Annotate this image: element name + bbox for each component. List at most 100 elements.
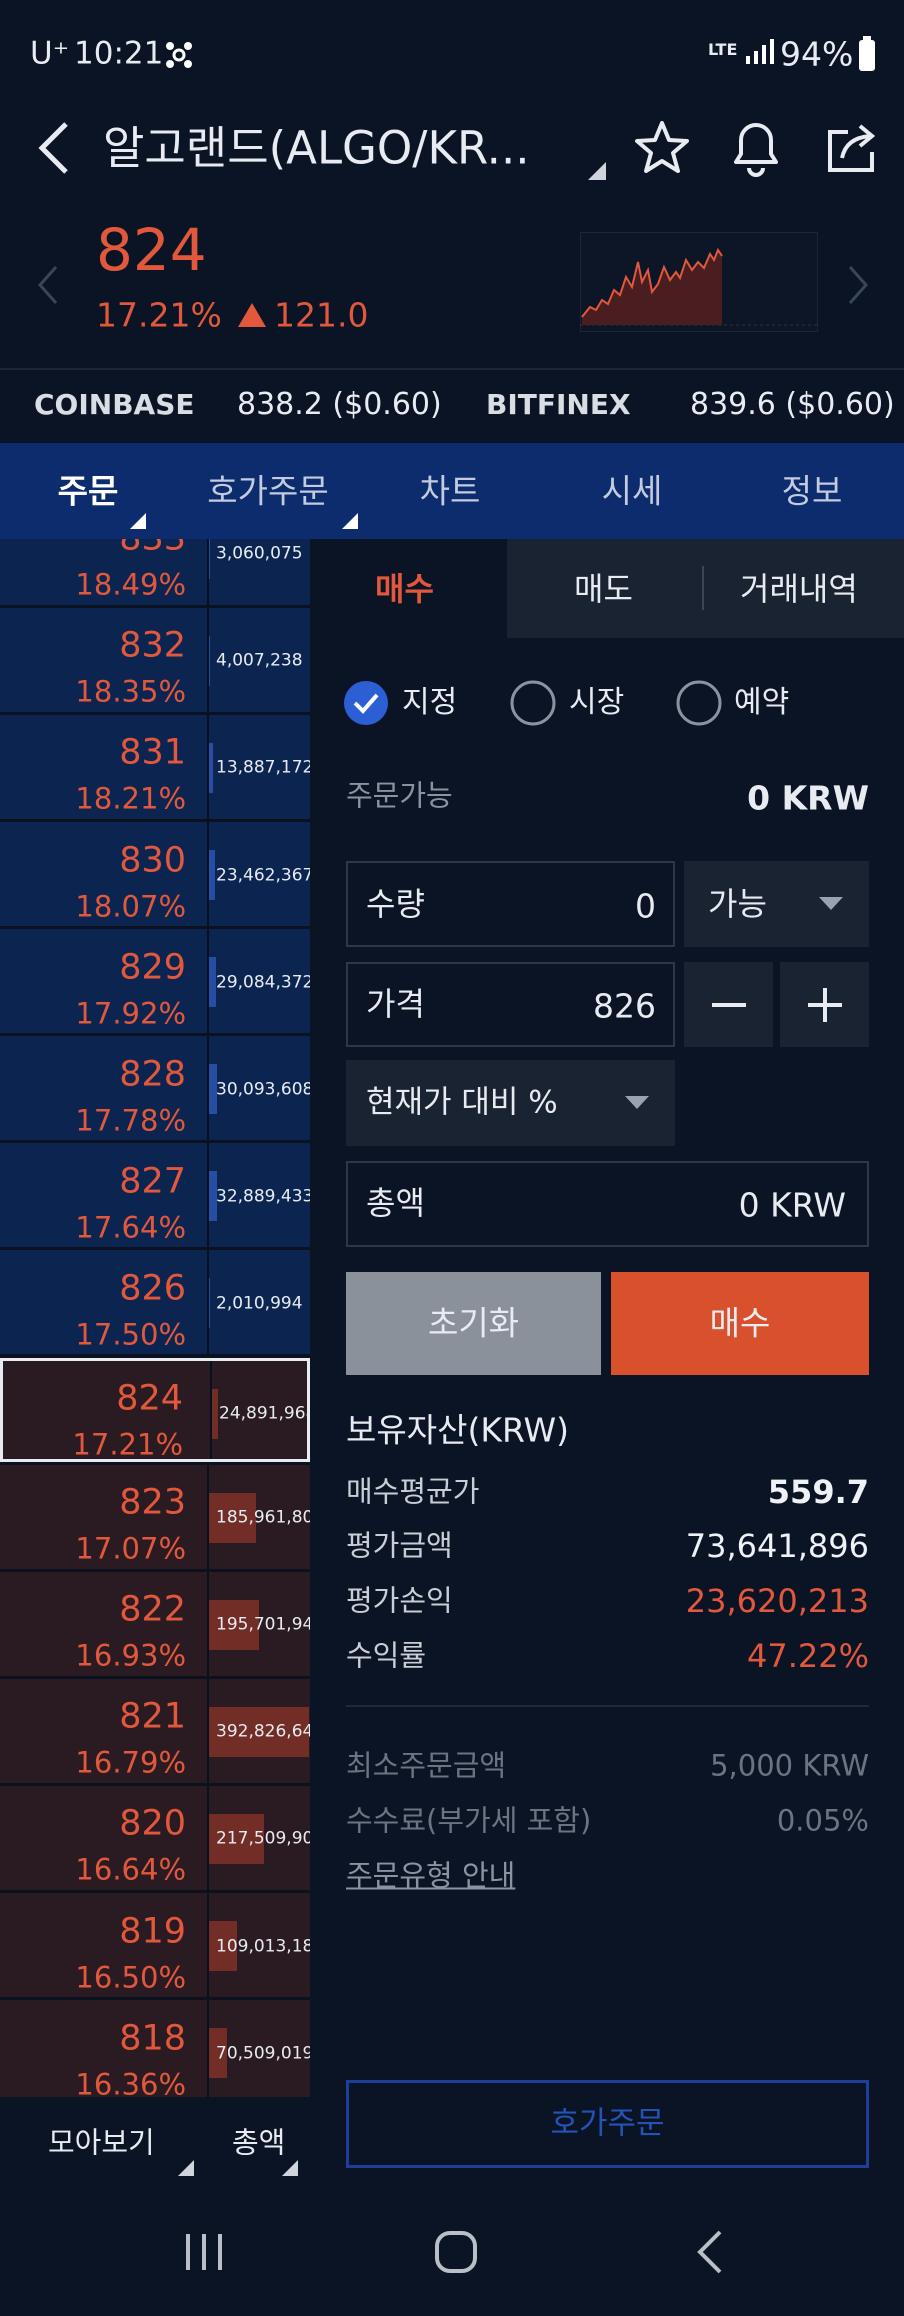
dropdown-arrow — [625, 1096, 649, 1109]
volume-bar — [209, 2028, 227, 2079]
carrier: U⁺ — [30, 35, 70, 72]
history-tab[interactable]: 거래내역 — [740, 570, 858, 608]
tab-divider — [702, 566, 704, 610]
share-button[interactable] — [822, 118, 882, 178]
volume-bar — [209, 957, 217, 1008]
prev-coin[interactable] — [36, 265, 60, 305]
orderbook-row[interactable]: 828 17.78% 30,093,608 — [0, 1036, 310, 1141]
row-pct: 16.64% — [75, 1852, 186, 1887]
radio-label[interactable]: 시장 — [569, 685, 625, 720]
orderbook-row[interactable]: 830 18.07% 23,462,367 — [0, 822, 310, 927]
dropdown-indicator — [282, 2160, 298, 2176]
row-pct: 16.36% — [75, 2067, 186, 2097]
total-view-button[interactable]: 총액 — [232, 2125, 286, 2160]
orderbook-row[interactable]: 832 18.35% 4,007,238 — [0, 607, 310, 712]
orderbook-row[interactable]: 821 16.79% 392,826,641 — [0, 1678, 310, 1783]
sell-tab[interactable]: 매도 — [574, 570, 633, 608]
row-volume: 23,462,367 — [216, 865, 310, 886]
orderbook-row[interactable]: 826 17.50% 2,010,994 — [0, 1250, 310, 1355]
price-input[interactable] — [346, 962, 675, 1047]
tab[interactable]: 차트 — [419, 471, 481, 511]
orderbook-row[interactable]: 824 17.21% 24,891,968 — [0, 1357, 310, 1462]
battery-text: 94% — [780, 34, 854, 74]
time: 10:21 — [74, 35, 164, 72]
orderbook-row[interactable]: 833 18.49% 3,060,075 — [0, 539, 310, 605]
row-price: 830 — [119, 840, 186, 881]
orderbook-order-button[interactable] — [346, 2080, 869, 2168]
tab[interactable]: 호가주문 — [207, 471, 329, 511]
holding-label: 수익률 — [346, 1638, 427, 1673]
favorite-button[interactable] — [632, 118, 692, 178]
column-divider — [207, 822, 209, 927]
info-label: 최소주문금액 — [346, 1748, 507, 1783]
reset-button-label[interactable]: 초기화 — [427, 1303, 520, 1343]
orderbook-row[interactable]: 820 16.64% 217,509,909 — [0, 1785, 310, 1890]
info-label: 수수료(부가세 포함) — [346, 1803, 592, 1838]
orderbook-row[interactable]: 822 16.93% 195,701,948 — [0, 1571, 310, 1676]
dropdown-indicator — [588, 162, 606, 180]
change-pct: 17.21% — [96, 295, 222, 335]
row-pct: 17.64% — [75, 1210, 186, 1245]
volume-bar — [209, 1492, 257, 1543]
signal-icon — [746, 39, 774, 64]
row-pct: 17.21% — [72, 1427, 183, 1462]
reset-button[interactable] — [346, 1272, 601, 1375]
orderbook-row[interactable]: 819 16.50% 109,013,187 — [0, 1893, 310, 1998]
order-type-guide-link[interactable]: 주문유형 안내 — [346, 1858, 516, 1893]
buy-button-label[interactable]: 매수 — [709, 1303, 771, 1343]
radio-label[interactable]: 지정 — [402, 685, 458, 720]
radio-label[interactable]: 예약 — [734, 685, 790, 720]
holding-value: 73,641,896 — [685, 1527, 869, 1565]
back-button[interactable] — [36, 120, 72, 176]
header-title[interactable]: 알고랜드(ALGO/KR... — [103, 125, 530, 171]
column-divider — [207, 607, 209, 712]
percent-dropdown[interactable] — [346, 1060, 675, 1146]
exchange-price: 838.2 ($0.60) — [237, 387, 442, 422]
orderbook-row[interactable]: 829 17.92% 29,084,372 — [0, 929, 310, 1034]
back-nav-button[interactable] — [694, 2230, 724, 2274]
recent-apps-button[interactable] — [184, 2232, 224, 2272]
orderbook-row[interactable]: 831 18.21% 13,887,172 — [0, 714, 310, 819]
alert-button[interactable] — [726, 116, 786, 180]
buy-tab[interactable]: 매수 — [375, 570, 434, 608]
sub-tab-bg — [507, 539, 904, 638]
row-volume: 195,701,948 — [216, 1614, 310, 1635]
row-volume: 32,889,433 — [216, 1186, 310, 1207]
nav-bar — [0, 2189, 904, 2316]
radio[interactable] — [676, 680, 722, 726]
qty-dropdown-label: 가능 — [708, 885, 767, 923]
row-pct: 17.78% — [75, 1103, 186, 1138]
home-button[interactable] — [434, 2230, 478, 2274]
row-volume: 217,509,909 — [216, 1828, 310, 1849]
sub-tab-active[interactable] — [310, 539, 507, 638]
total-input[interactable] — [346, 1161, 869, 1247]
orderbook-row[interactable]: 827 17.64% 32,889,433 — [0, 1143, 310, 1248]
orderbook-row[interactable]: 823 17.07% 185,961,805 — [0, 1464, 310, 1569]
next-coin[interactable] — [846, 265, 870, 305]
orderbook: 833 18.49% 3,060,075 832 18.35% 4,007,238 831 1… — [0, 539, 310, 2097]
orderbook-row[interactable]: 818 16.36% 70,509,019 — [0, 2000, 310, 2097]
radio-checked[interactable] — [343, 680, 389, 726]
holding-label: 매수평균가 — [346, 1474, 480, 1509]
holding-value: 23,620,213 — [685, 1582, 869, 1620]
volume-bar — [209, 850, 215, 900]
radio[interactable] — [510, 680, 556, 726]
exchange-bar — [0, 368, 904, 443]
column-divider — [207, 1143, 209, 1248]
tab[interactable]: 시세 — [601, 471, 663, 511]
orderbook-order-label[interactable]: 호가주문 — [550, 2105, 665, 2142]
tab[interactable]: 정보 — [781, 471, 843, 511]
column-divider — [207, 1571, 209, 1676]
row-price: 820 — [119, 1803, 186, 1844]
sparkline — [580, 232, 818, 332]
buy-button[interactable] — [611, 1272, 869, 1375]
volume-bar — [209, 1813, 265, 1864]
dropdown-arrow — [819, 897, 843, 910]
qty-value: 0 — [635, 886, 656, 926]
qty-input[interactable] — [346, 861, 675, 947]
group-view-button[interactable]: 모아보기 — [48, 2125, 155, 2160]
row-pct: 18.49% — [75, 567, 186, 602]
column-divider — [207, 1036, 209, 1141]
tab[interactable]: 주문 — [57, 471, 119, 511]
qty-dropdown[interactable] — [684, 861, 869, 947]
